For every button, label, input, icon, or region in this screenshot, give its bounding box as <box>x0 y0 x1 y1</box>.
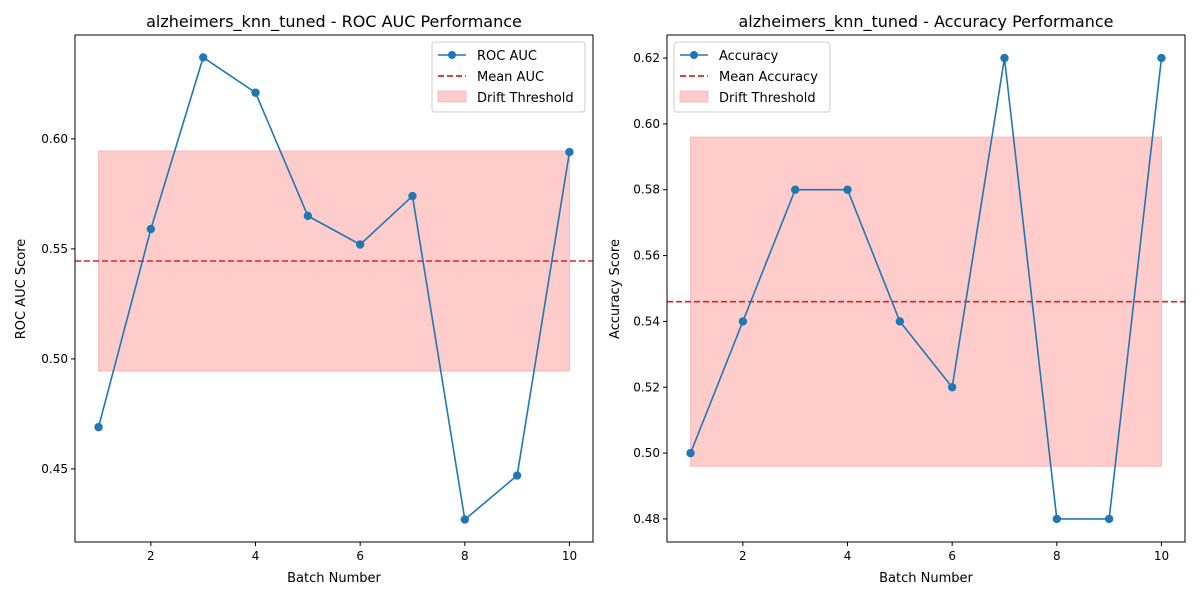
accuracy-y-tick-label: 0.60 <box>633 117 660 131</box>
roc-auc-y-axis-label: ROC AUC Score <box>14 239 29 340</box>
accuracy-series-line <box>689 57 1163 520</box>
accuracy-data-point <box>947 383 957 392</box>
accuracy-data-point <box>895 317 905 326</box>
roc-auc-data-point <box>94 422 103 432</box>
accuracy-y-tick-label: 0.50 <box>633 446 660 460</box>
accuracy-x-tick-label: 4 <box>844 549 852 563</box>
accuracy-y-tick-label: 0.48 <box>633 512 660 526</box>
roc-auc-data-point <box>198 53 208 62</box>
accuracy-legend-frame <box>673 41 831 113</box>
accuracy-x-tick-label: 6 <box>948 549 956 563</box>
roc-auc-y-tick-label: 0.55 <box>41 242 68 256</box>
accuracy-data-point <box>1000 53 1009 63</box>
accuracy-data-point <box>1104 514 1114 524</box>
roc-auc-y-tick-label: 0.50 <box>41 352 68 366</box>
accuracy-legend: Accuracy Mean Accuracy Drift Threshold <box>673 41 831 113</box>
accuracy-chart: alzheimers_knn_tuned - Accuracy Performa… <box>608 12 1186 586</box>
accuracy-axes-frame <box>666 34 1186 543</box>
roc-auc-data-point <box>303 211 313 221</box>
roc-auc-data-point <box>512 471 522 480</box>
accuracy-x-axis-label: Batch Number <box>879 571 973 586</box>
roc-auc-data-point <box>355 240 365 249</box>
roc-auc-x-tick-label: 6 <box>356 549 364 563</box>
roc-auc-legend: ROC AUC Mean AUC Drift Threshold <box>431 41 586 113</box>
roc-auc-legend-series-label: ROC AUC <box>477 49 537 64</box>
accuracy-data-point <box>1157 53 1166 63</box>
roc-auc-series-line <box>97 56 571 522</box>
roc-auc-legend-threshold-swatch <box>437 90 467 103</box>
accuracy-data-point <box>790 185 800 194</box>
accuracy-x-tick-label: 8 <box>1053 549 1061 563</box>
roc-auc-data-point <box>460 515 470 524</box>
accuracy-y-tick-label: 0.54 <box>633 314 660 328</box>
roc-auc-data-point <box>251 88 260 97</box>
accuracy-legend-threshold-label: Drift Threshold <box>719 91 816 106</box>
accuracy-legend-series-label: Accuracy <box>719 49 779 64</box>
accuracy-data-point <box>1052 514 1062 524</box>
roc-auc-x-tick-label: 8 <box>461 549 469 563</box>
roc-auc-x-tick-label: 4 <box>252 549 260 563</box>
accuracy-data-point <box>686 448 695 458</box>
accuracy-data-point <box>738 317 748 326</box>
accuracy-y-tick-label: 0.52 <box>633 380 660 394</box>
roc-auc-chart: alzheimers_knn_tuned - ROC AUC Performan… <box>14 12 594 586</box>
accuracy-legend-mean-label: Mean Accuracy <box>719 70 818 85</box>
roc-auc-x-axis-label: Batch Number <box>287 571 381 586</box>
roc-auc-x-tick-label: 10 <box>562 549 577 563</box>
accuracy-plot-area: 2 4 6 8 10 0.48 0.50 0.52 0.54 0.56 0.58 0.60 0.62 <box>633 34 1186 563</box>
roc-auc-legend-threshold-label: Drift Threshold <box>477 91 574 106</box>
accuracy-data-point <box>843 185 852 194</box>
accuracy-y-tick-label: 0.56 <box>633 249 660 263</box>
accuracy-legend-threshold-swatch <box>679 90 709 103</box>
roc-auc-data-point <box>408 191 417 201</box>
accuracy-y-tick-label: 0.62 <box>633 51 660 65</box>
accuracy-x-tick-label: 2 <box>739 549 747 563</box>
accuracy-y-axis-label: Accuracy Score <box>608 239 623 339</box>
roc-auc-y-tick-label: 0.45 <box>41 462 68 476</box>
roc-auc-x-tick-label: 2 <box>147 549 155 563</box>
roc-auc-legend-mean-label: Mean AUC <box>477 70 544 85</box>
roc-auc-y-tick-label: 0.60 <box>41 132 68 146</box>
roc-auc-data-point <box>565 147 574 157</box>
roc-auc-chart-title: alzheimers_knn_tuned - ROC AUC Performan… <box>146 12 522 32</box>
roc-auc-legend-marker-swatch <box>448 51 456 59</box>
accuracy-legend-marker-swatch <box>690 51 698 59</box>
roc-auc-axes-frame <box>74 34 594 543</box>
accuracy-x-tick-label: 10 <box>1154 549 1169 563</box>
accuracy-chart-title: alzheimers_knn_tuned - Accuracy Performa… <box>739 12 1114 32</box>
accuracy-y-tick-label: 0.58 <box>633 183 660 197</box>
roc-auc-legend-frame <box>431 41 586 113</box>
roc-auc-data-point <box>146 224 156 234</box>
roc-auc-plot-area: 2 4 6 8 10 0.45 0.50 0.55 0.60 <box>41 34 594 563</box>
